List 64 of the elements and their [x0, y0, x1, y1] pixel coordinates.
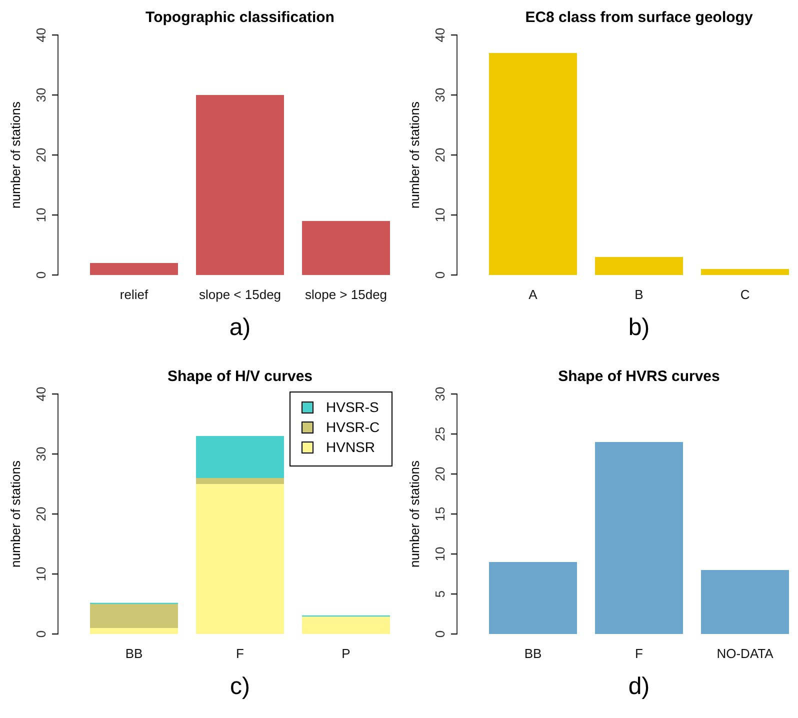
y-tick-label: 10: [33, 566, 48, 582]
y-tick-label: 10: [432, 546, 448, 562]
chart-title: EC8 class from surface geology: [525, 9, 754, 26]
y-tick-label: 0: [432, 271, 448, 279]
y-tick-label: 20: [33, 148, 48, 162]
legend-label: HVNSR: [326, 439, 376, 455]
y-tick-label: 30: [33, 446, 48, 462]
bar: [595, 257, 683, 275]
y-tick-label: 10: [33, 208, 48, 222]
x-tick-label: slope < 15deg: [198, 287, 282, 302]
x-tick-label: NO-DATA: [716, 646, 774, 662]
bar: [90, 263, 178, 275]
y-tick-label: 30: [33, 88, 48, 102]
x-tick-label: F: [635, 646, 644, 662]
y-tick-label: 5: [432, 590, 448, 598]
chart-title: Shape of H/V curves: [167, 368, 313, 385]
y-tick-label: 20: [432, 466, 448, 482]
y-tick-label: 40: [33, 386, 48, 402]
text: c): [230, 673, 250, 700]
y-tick-label: 0: [33, 271, 48, 279]
y-tick-label: 40: [432, 28, 448, 42]
legend-label: HVSR-C: [326, 419, 380, 435]
y-axis-title: number of stations: [407, 460, 422, 568]
y-tick-label: 0: [432, 630, 448, 638]
x-tick-label: A: [528, 287, 538, 302]
y-tick-label: 40: [33, 28, 48, 42]
text: a): [229, 314, 251, 341]
x-tick-label: F: [236, 646, 244, 662]
y-tick-label: 20: [33, 506, 48, 522]
bar: [196, 484, 284, 634]
x-tick-label: relief: [120, 287, 148, 302]
y-axis-title: number of stations: [8, 460, 23, 568]
chart-title: Shape of HVRS curves: [558, 368, 720, 385]
y-tick-label: 30: [432, 88, 448, 102]
text: b): [628, 314, 650, 341]
bar: [196, 95, 284, 275]
bar: [595, 442, 683, 634]
legend-label: HVSR-S: [326, 399, 379, 415]
y-tick-label: 25: [432, 426, 448, 442]
y-axis-title: number of stations: [8, 101, 23, 208]
chart-title: Topographic classification: [146, 9, 334, 26]
bar: [701, 269, 789, 275]
bar: [196, 478, 284, 484]
bar: [489, 562, 577, 634]
bar: [489, 53, 577, 275]
x-tick-label: BB: [125, 646, 143, 662]
x-tick-label: BB: [524, 646, 542, 662]
y-tick-label: 15: [432, 506, 448, 522]
x-tick-label: B: [634, 287, 644, 302]
y-tick-label: 10: [432, 208, 448, 222]
y-tick-label: 30: [432, 386, 448, 402]
text: d): [628, 673, 650, 700]
bar: [302, 221, 390, 275]
y-axis-title: number of stations: [407, 101, 422, 208]
bar: [90, 628, 178, 634]
x-tick-label: P: [342, 646, 350, 662]
bar: [90, 604, 178, 628]
bar: [701, 570, 789, 634]
bar: [302, 616, 390, 634]
x-tick-label: slope > 15deg: [304, 287, 388, 302]
bar: [196, 436, 284, 478]
x-tick-label: C: [740, 287, 750, 302]
y-tick-label: 0: [33, 630, 48, 638]
y-tick-label: 20: [432, 148, 448, 162]
